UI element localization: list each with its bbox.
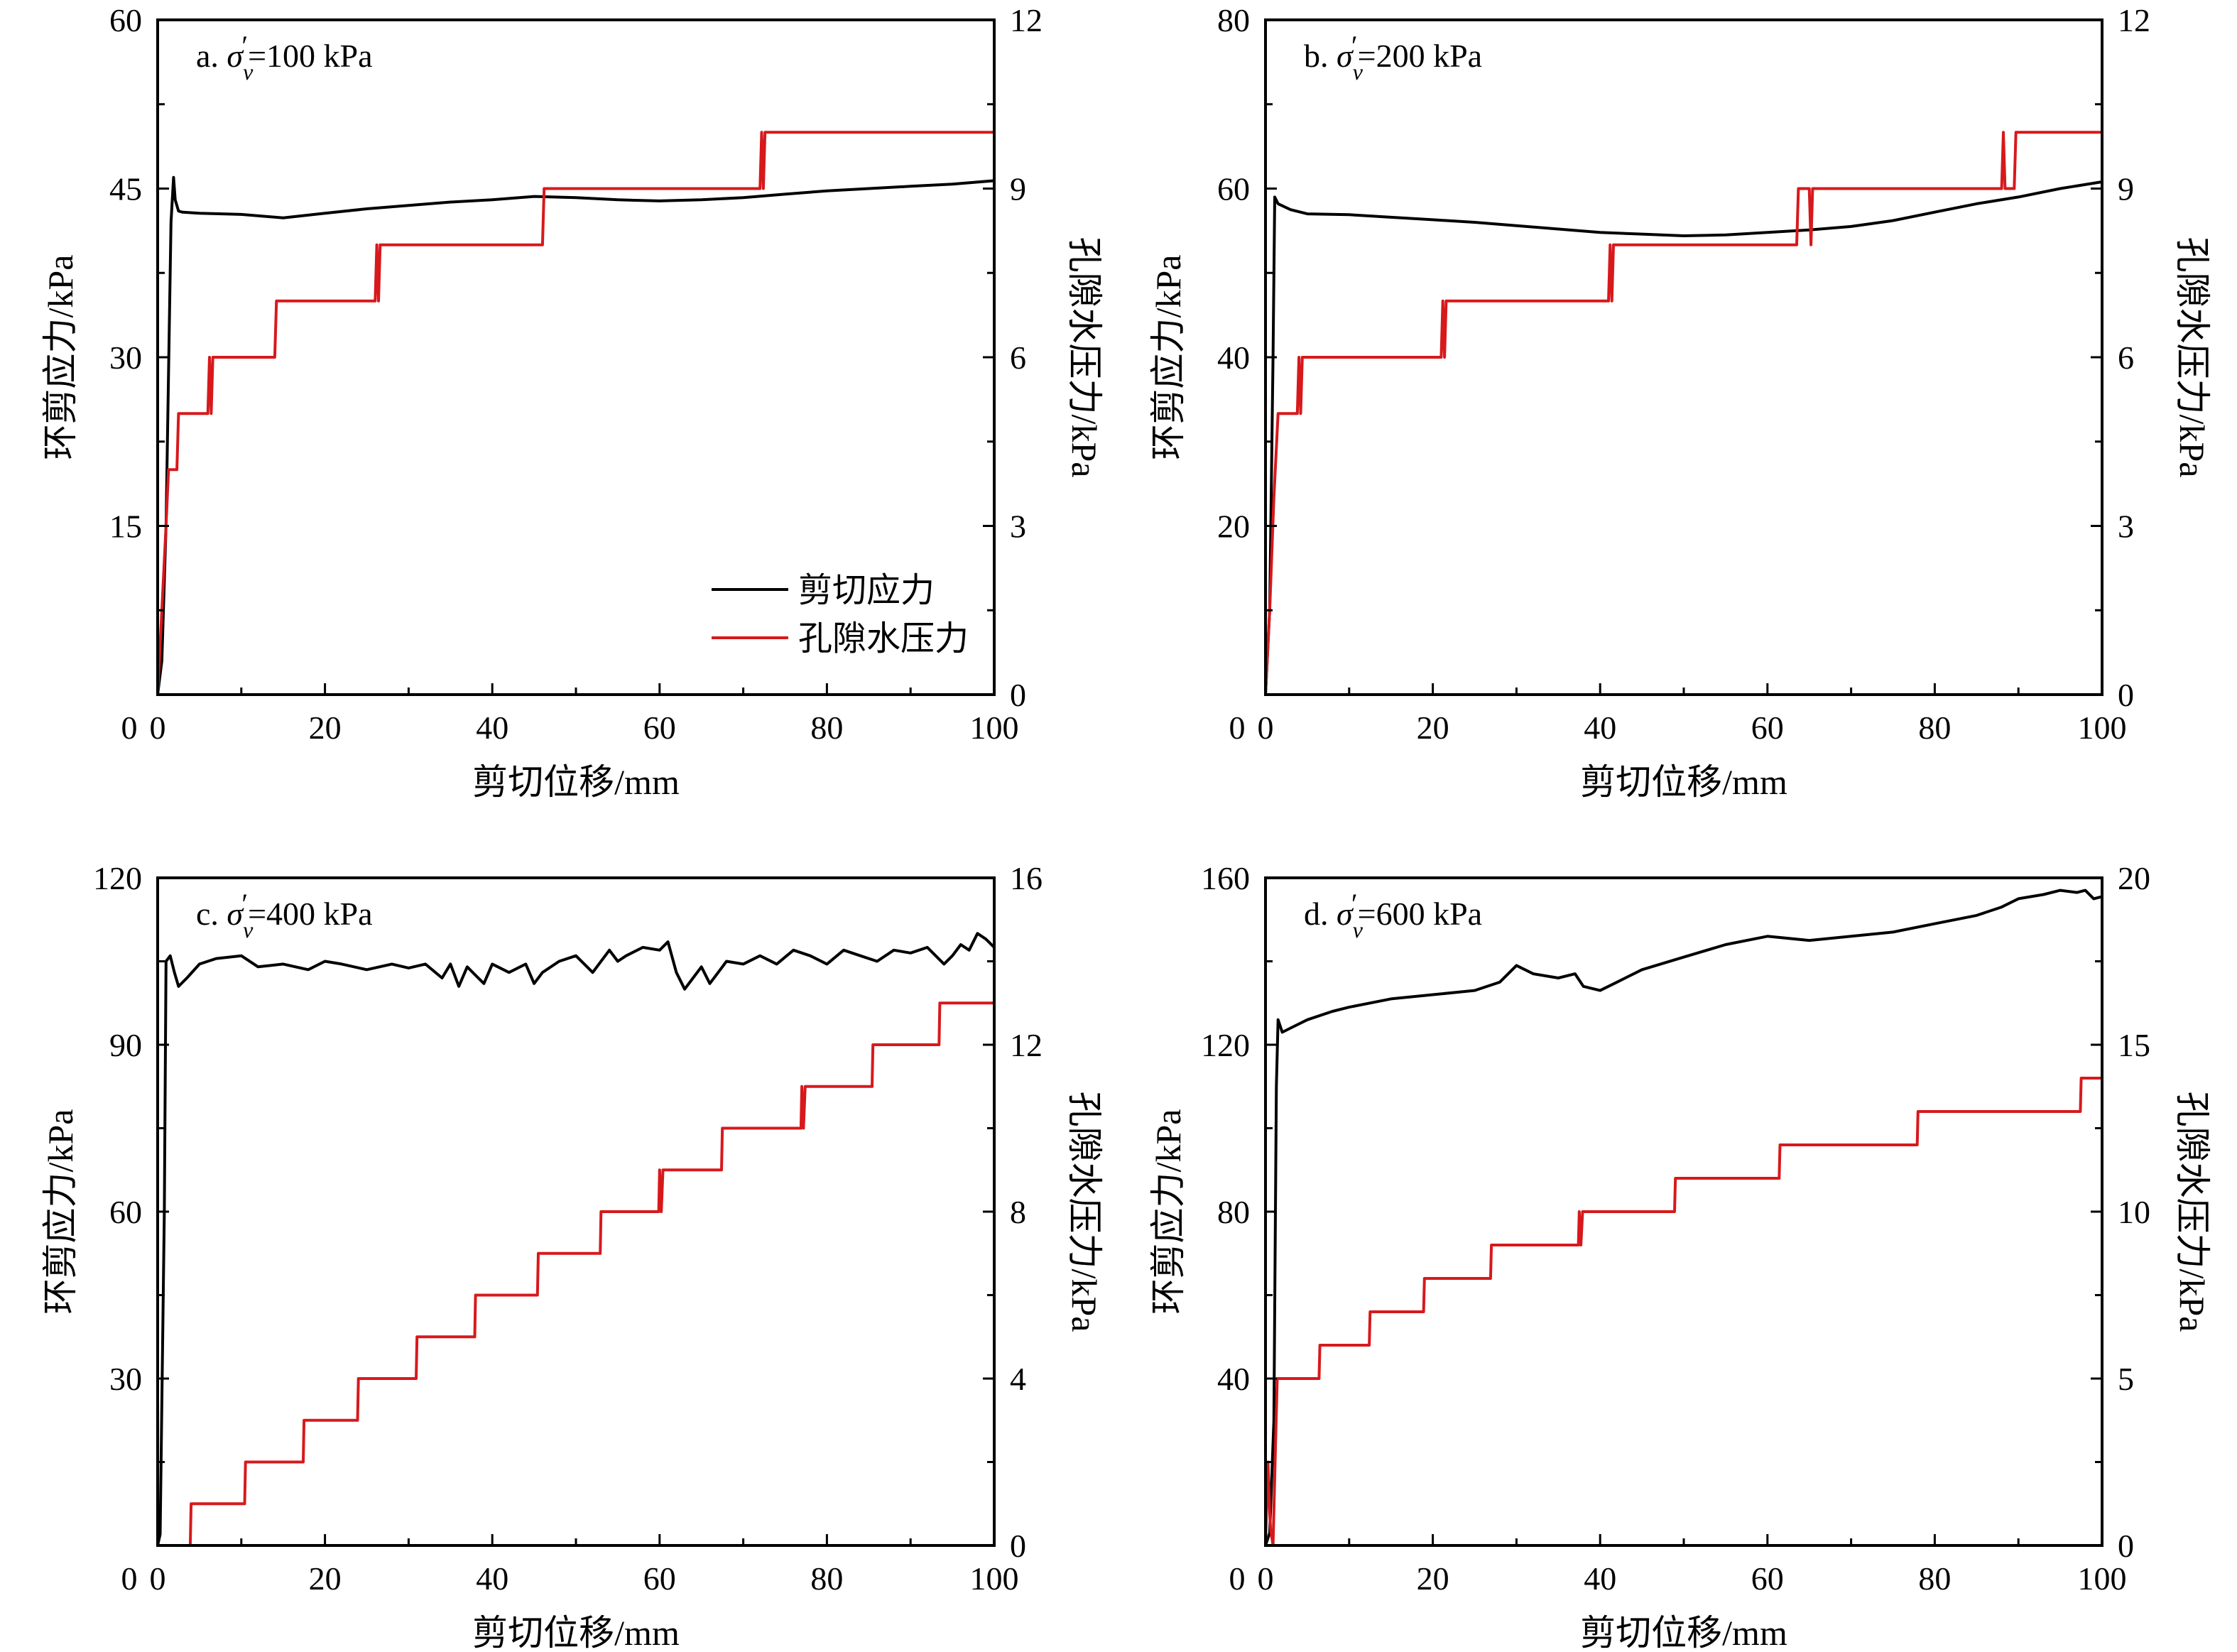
- y2-tick-label: 16: [1010, 860, 1043, 896]
- x-tick-label: 0: [1258, 1560, 1274, 1597]
- y2-axis-label: 孔隙水压力/kPa: [1065, 1092, 1104, 1332]
- panel-title: c. σv′=400 kPa: [196, 888, 373, 942]
- x-tick-label: 20: [1417, 1560, 1449, 1597]
- x-axis-label: 剪切位移/mm: [472, 762, 680, 802]
- x-tick-label: 20: [1417, 710, 1449, 746]
- y2-tick-label: 3: [2118, 509, 2134, 545]
- x-tick-label: 100: [970, 710, 1019, 746]
- y2-tick-label: 20: [2118, 860, 2150, 896]
- x-tick-label: 20: [309, 710, 342, 746]
- panel-title: a. σv′=100 kPa: [196, 30, 373, 85]
- y-tick-label: 60: [1217, 171, 1250, 207]
- x-origin-label: 0: [1229, 710, 1246, 746]
- y2-tick-label: 9: [2118, 171, 2134, 207]
- y-tick-label: 20: [1217, 509, 1250, 545]
- y-tick-label: 30: [109, 1361, 142, 1397]
- x-tick-label: 60: [643, 1560, 676, 1597]
- x-tick-label: 100: [2078, 1560, 2127, 1597]
- y-tick-label: 60: [109, 1194, 142, 1230]
- x-tick-label: 20: [309, 1560, 342, 1597]
- x-tick-label: 100: [2078, 710, 2127, 746]
- y-axis-label: 环剪应力/kPa: [1148, 1109, 1188, 1315]
- y2-tick-label: 8: [1010, 1194, 1026, 1230]
- x-tick-label: 40: [476, 1560, 508, 1597]
- x-tick-label: 80: [810, 1560, 843, 1597]
- panel-b: 0 20 40 60 80 100204060800036912剪切位移/mm环剪应力/k…: [1148, 2, 2212, 802]
- y2-tick-label: 12: [1010, 1027, 1043, 1063]
- panel-title: d. σv′=600 kPa: [1304, 888, 1482, 942]
- y-axis-label: 环剪应力/kPa: [40, 255, 80, 460]
- x-tick-label: 60: [1751, 710, 1784, 746]
- x-tick-label: 40: [1584, 1560, 1616, 1597]
- shear-stress-line-d: [1264, 889, 2103, 1546]
- x-tick-label: 40: [476, 710, 508, 746]
- y2-axis-label: 孔隙水压力/kPa: [2172, 1092, 2212, 1332]
- pore-pressure-line-d: [1264, 1077, 2102, 1547]
- legend-label: 孔隙水压力: [798, 620, 969, 658]
- y2-tick-label: 0: [1010, 1528, 1026, 1564]
- pore-pressure-line-a: [156, 131, 994, 695]
- x-origin-label: 0: [121, 710, 138, 746]
- pore-pressure-line-c: [158, 1001, 994, 1547]
- y-tick-label: 60: [109, 2, 142, 38]
- y-tick-label: 80: [1217, 2, 1250, 38]
- y2-tick-label: 4: [1010, 1361, 1026, 1397]
- y-tick-label: 80: [1217, 1194, 1250, 1230]
- y2-tick-label: 6: [1010, 339, 1026, 376]
- x-axis-label: 剪切位移/mm: [1580, 762, 1787, 802]
- pore-pressure-line-b: [1264, 131, 2102, 695]
- x-tick-label: 0: [150, 710, 166, 746]
- plot-frame: [1264, 876, 2103, 1547]
- y2-tick-label: 6: [2118, 339, 2134, 376]
- panel-a: 0 20 40 60 80 100153045600036912剪切位移/mm环剪应力/k…: [40, 2, 1104, 802]
- y-tick-label: 30: [109, 339, 142, 376]
- y2-tick-label: 15: [2118, 1027, 2150, 1063]
- y2-axis-label: 孔隙水压力/kPa: [2172, 237, 2212, 478]
- legend-label: 剪切应力: [798, 572, 935, 609]
- x-tick-label: 80: [1918, 710, 1951, 746]
- y2-tick-label: 0: [2118, 677, 2134, 713]
- x-origin-label: 0: [121, 1560, 138, 1597]
- panel-title: b. σv′=200 kPa: [1304, 30, 1482, 85]
- y-tick-label: 90: [109, 1027, 142, 1063]
- plot-frame: [156, 876, 996, 1547]
- x-tick-label: 80: [1918, 1560, 1951, 1597]
- x-origin-label: 0: [1229, 1560, 1246, 1597]
- y-tick-label: 120: [93, 860, 142, 896]
- y-tick-label: 40: [1217, 1361, 1250, 1397]
- y-tick-label: 15: [109, 509, 142, 545]
- x-tick-label: 80: [810, 710, 843, 746]
- y-tick-label: 40: [1217, 339, 1250, 376]
- x-tick-label: 40: [1584, 710, 1616, 746]
- x-tick-label: 100: [970, 1560, 1019, 1597]
- y2-tick-label: 10: [2118, 1194, 2150, 1230]
- y2-tick-label: 12: [1010, 2, 1043, 38]
- y-axis-label: 环剪应力/kPa: [40, 1109, 80, 1315]
- x-axis-label: 剪切位移/mm: [472, 1613, 680, 1652]
- y2-tick-label: 0: [2118, 1528, 2134, 1564]
- y-axis-label: 环剪应力/kPa: [1148, 255, 1188, 460]
- y-tick-label: 160: [1201, 860, 1250, 896]
- x-axis-label: 剪切位移/mm: [1580, 1613, 1787, 1652]
- y2-tick-label: 3: [1010, 509, 1026, 545]
- x-tick-label: 0: [1258, 710, 1274, 746]
- shear-stress-line-b: [1264, 180, 2103, 695]
- panel-c: 0 20 40 60 80 10030609012000481216剪切位移/mm环剪应力…: [40, 860, 1104, 1652]
- y-tick-label: 120: [1201, 1027, 1250, 1063]
- x-tick-label: 60: [1751, 1560, 1784, 1597]
- y-tick-label: 45: [109, 171, 142, 207]
- y2-tick-label: 0: [1010, 677, 1026, 713]
- x-tick-label: 60: [643, 710, 676, 746]
- panel-d: 0 20 40 60 80 1004080120160005101520剪切位移/mm环剪…: [1148, 860, 2212, 1652]
- y2-tick-label: 9: [1010, 171, 1026, 207]
- x-tick-label: 0: [150, 1560, 166, 1597]
- y2-axis-label: 孔隙水压力/kPa: [1065, 237, 1104, 478]
- shear-stress-line-a: [156, 175, 995, 695]
- shear-stress-line-c: [156, 932, 996, 1546]
- y2-tick-label: 5: [2118, 1361, 2134, 1397]
- y2-tick-label: 12: [2118, 2, 2150, 38]
